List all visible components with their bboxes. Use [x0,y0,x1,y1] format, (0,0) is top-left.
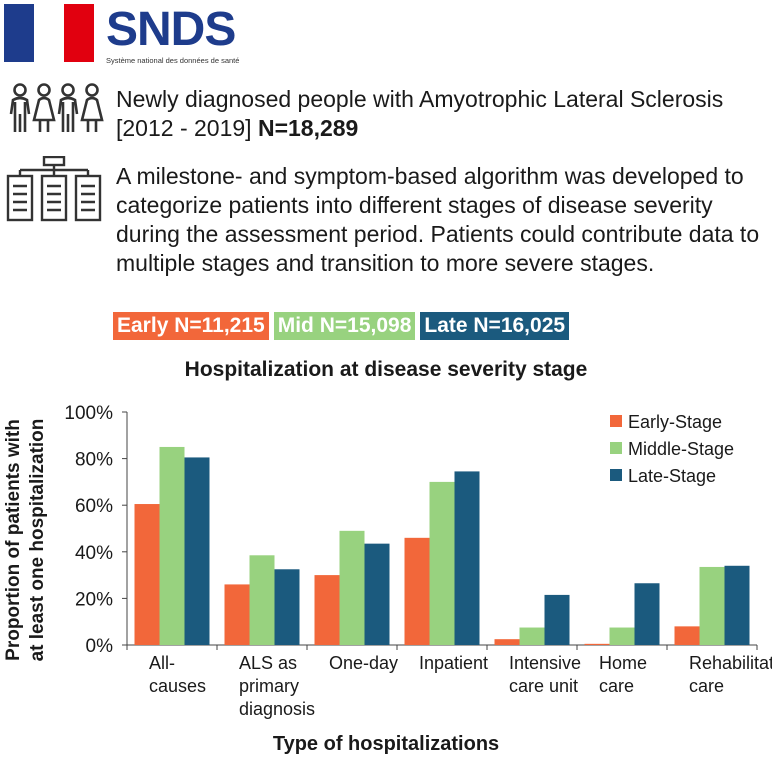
early-count-badge: Early N=11,215 [113,312,269,340]
flag-white-stripe [34,4,64,62]
late-count-badge: Late N=16,025 [420,312,570,340]
x-axis-label: Type of hospitalizations [272,733,500,755]
x-tick-label: Inpatient [419,653,488,673]
stage-count-badges: Early N=11,215 Mid N=15,098 Late N=16,02… [113,312,570,340]
bar-late-stage-6 [724,565,750,645]
x-tick-label: ALS as primary diagnosis [239,653,315,719]
bar-middle-stage-1 [249,555,275,645]
snds-logo: SNDS Système national des données de san… [106,6,246,66]
y-tick-label: 0% [86,636,114,657]
y-tick-label: 100% [64,403,113,424]
bar-middle-stage-2 [339,530,365,645]
x-tick-label: All-causes [149,653,206,696]
bar-middle-stage-5 [609,627,635,645]
bar-middle-stage-0 [159,446,185,645]
algorithm-description: A milestone- and symptom-based algorithm… [116,163,760,276]
bar-late-stage-3 [454,471,480,645]
logo-subtitle: Système national des données de santé [106,56,240,65]
algorithm-icon [6,156,102,222]
population-description: Newly diagnosed people with Amyotrophic … [116,85,756,143]
population-text: Newly diagnosed people with Amyotrophic … [116,86,724,141]
bar-middle-stage-3 [429,481,455,645]
y-tick-label: 20% [75,589,113,610]
french-flag [4,4,94,62]
y-tick-label: 60% [75,496,113,517]
bar-late-stage-0 [184,457,210,645]
population-n: N=18,289 [257,115,359,141]
legend-swatch-1 [610,442,622,454]
x-tick-label: Intensive care unit [509,653,581,696]
legend-swatch-0 [610,415,622,427]
bar-middle-stage-6 [699,566,725,645]
flag-blue-stripe [4,4,34,62]
flag-red-stripe [64,4,94,62]
y-tick-label: 80% [75,450,113,471]
bar-late-stage-2 [364,543,390,645]
y-tick-label: 40% [75,543,113,564]
bar-early-stage-1 [224,584,250,645]
bar-late-stage-4 [544,594,570,645]
mid-count-badge: Mid N=15,098 [273,312,416,340]
bar-early-stage-6 [674,626,700,645]
bar-early-stage-4 [494,639,520,645]
chart-title: Hospitalization at disease severity stag… [184,358,588,381]
bar-early-stage-0 [134,504,160,645]
bar-late-stage-5 [634,583,660,645]
x-tick-label: Rehabilitationcare [689,653,772,696]
bar-early-stage-3 [404,537,430,645]
bar-early-stage-5 [584,643,610,645]
bar-late-stage-1 [274,569,300,645]
x-tick-label: One-day [329,653,398,673]
legend-swatch-2 [610,469,622,481]
legend-label-2: Late-Stage [628,466,716,486]
bar-early-stage-2 [314,575,340,645]
bar-middle-stage-4 [519,627,545,645]
legend-label-1: Middle-Stage [628,439,734,459]
x-tick-label: Home care [599,653,647,696]
logo-text: SNDS [106,3,236,56]
people-icon [9,83,104,132]
bar-chart: 0% 20% 40% 60% 80% 100% All-causes ALS as primar… [64,403,772,719]
legend-label-0: Early-Stage [628,412,722,432]
